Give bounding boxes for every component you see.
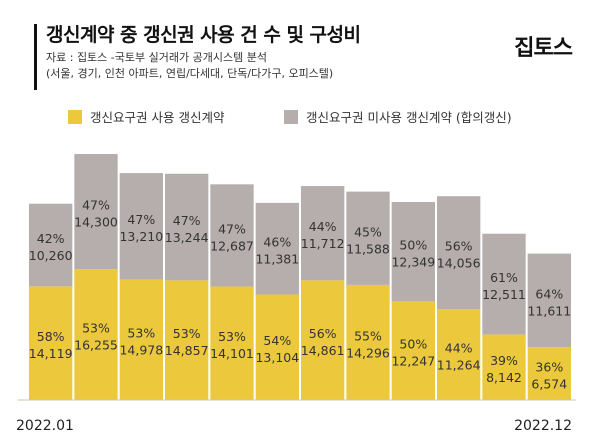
label-used-percent-3: 53% <box>127 326 155 341</box>
bar-unused-1 <box>29 203 73 287</box>
title-accent-bar <box>34 24 37 90</box>
label-unused-value-7: 11,712 <box>301 236 345 251</box>
label-unused-percent-10: 56% <box>445 239 473 254</box>
bar-used-2 <box>74 269 118 400</box>
bar-unused-6 <box>255 202 299 295</box>
source-line-2: (서울, 경기, 인천 아파트, 연립/다세대, 단독/다가구, 오피스텔) <box>46 67 334 80</box>
legend-label-unused: 갱신요구권 미사용 갱신계약 (합의갱신) <box>306 110 512 125</box>
label-unused-value-8: 11,588 <box>346 241 390 256</box>
bar-used-10 <box>437 309 481 400</box>
label-unused-value-12: 11,611 <box>527 303 571 318</box>
bar-unused-8 <box>346 191 390 285</box>
bar-unused-10 <box>437 196 481 310</box>
legend-swatch-unused <box>284 109 298 124</box>
legend-swatch-used <box>68 109 82 124</box>
bar-unused-4 <box>165 173 209 281</box>
bar-used-6 <box>255 294 299 400</box>
label-used-percent-2: 53% <box>82 321 110 336</box>
label-unused-value-2: 14,300 <box>74 215 118 230</box>
label-unused-value-3: 13,210 <box>119 229 163 244</box>
label-used-percent-11: 39% <box>490 353 518 368</box>
label-used-value-7: 14,861 <box>301 343 345 358</box>
label-used-percent-6: 54% <box>263 333 291 348</box>
label-used-percent-4: 53% <box>173 326 201 341</box>
bar-used-5 <box>210 286 254 400</box>
label-used-value-6: 13,104 <box>255 350 299 365</box>
label-used-percent-8: 55% <box>354 328 382 343</box>
bar-unused-12 <box>527 253 571 348</box>
label-unused-percent-2: 47% <box>82 198 110 213</box>
bar-used-3 <box>119 279 163 400</box>
label-unused-value-9: 12,349 <box>391 255 435 270</box>
x-axis-end-label: 2022.12 <box>514 418 572 434</box>
legend-item-used: 갱신요구권 사용 갱신계약 <box>68 107 224 126</box>
bar-unused-5 <box>210 184 254 287</box>
label-used-percent-12: 36% <box>535 360 563 375</box>
label-used-percent-7: 56% <box>309 326 337 341</box>
label-unused-percent-12: 64% <box>535 286 563 301</box>
bar-unused-7 <box>301 186 345 281</box>
label-used-percent-1: 58% <box>37 329 65 344</box>
bar-unused-11 <box>482 233 526 335</box>
bar-used-1 <box>29 286 73 400</box>
label-used-value-9: 12,247 <box>391 354 435 369</box>
label-unused-percent-3: 47% <box>127 212 155 227</box>
chart-title: 갱신계약 중 갱신권 사용 건 수 및 구성비 <box>46 24 361 46</box>
bar-used-12 <box>527 347 571 400</box>
label-unused-percent-4: 47% <box>173 213 201 228</box>
bar-unused-2 <box>74 154 118 270</box>
bar-unused-3 <box>119 173 163 280</box>
label-unused-percent-6: 46% <box>263 235 291 250</box>
label-unused-percent-1: 42% <box>37 231 65 246</box>
label-unused-value-11: 12,511 <box>482 287 526 302</box>
label-unused-percent-5: 47% <box>218 221 246 236</box>
legend-label-used: 갱신요구권 사용 갱신계약 <box>90 110 225 125</box>
legend-item-unused: 갱신요구권 미사용 갱신계약 (합의갱신) <box>284 107 512 126</box>
label-used-value-3: 14,978 <box>119 343 163 358</box>
label-used-percent-10: 44% <box>445 341 473 356</box>
label-used-value-2: 16,255 <box>74 338 118 353</box>
bar-used-9 <box>391 301 435 400</box>
label-used-value-11: 8,142 <box>486 370 522 385</box>
bar-used-4 <box>165 280 209 400</box>
bar-unused-9 <box>391 201 435 302</box>
source-note: 자료 : 집토스 -국토부 실거래가 공개시스템 분석 (서울, 경기, 인천 … <box>46 50 333 82</box>
bar-used-8 <box>346 284 390 400</box>
label-used-percent-5: 53% <box>218 329 246 344</box>
x-axis-start-label: 2022.01 <box>16 418 74 434</box>
label-unused-value-4: 13,244 <box>165 230 209 245</box>
label-used-value-1: 14,119 <box>29 346 73 361</box>
label-used-percent-9: 50% <box>399 337 427 352</box>
label-unused-percent-8: 45% <box>354 224 382 239</box>
label-unused-percent-9: 50% <box>399 238 427 253</box>
label-used-value-12: 6,574 <box>531 377 567 392</box>
label-used-value-4: 14,857 <box>165 343 209 358</box>
label-used-value-10: 11,264 <box>437 358 481 373</box>
bar-used-7 <box>301 280 345 400</box>
label-unused-value-1: 10,260 <box>29 248 73 263</box>
label-unused-value-10: 14,056 <box>437 256 481 271</box>
brand-logo: 집토스 <box>514 36 573 61</box>
label-unused-percent-7: 44% <box>309 219 337 234</box>
label-unused-percent-11: 61% <box>490 270 518 285</box>
label-used-value-5: 14,101 <box>210 346 254 361</box>
label-used-value-8: 14,296 <box>346 345 390 360</box>
bar-used-11 <box>482 334 526 400</box>
source-line-1: 자료 : 집토스 -국토부 실거래가 공개시스템 분석 <box>46 51 267 64</box>
label-unused-value-5: 12,687 <box>210 238 254 253</box>
label-unused-value-6: 11,381 <box>255 252 299 267</box>
